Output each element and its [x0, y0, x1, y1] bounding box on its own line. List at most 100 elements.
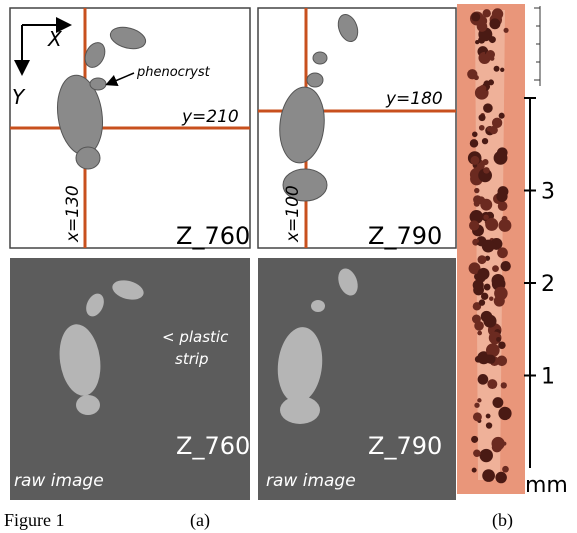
bead	[496, 191, 507, 202]
bead	[474, 403, 479, 408]
axis-label: X	[47, 27, 63, 51]
bead	[475, 40, 479, 44]
bead	[489, 296, 494, 301]
panel-raw-790: Z_790 raw image	[258, 258, 456, 500]
bead	[477, 398, 481, 402]
annotation: strip	[175, 350, 209, 368]
slice-label: Z_790	[368, 222, 442, 250]
bead	[492, 243, 497, 248]
bead	[484, 284, 491, 291]
bead	[494, 66, 500, 72]
bead	[496, 337, 501, 342]
bead	[470, 139, 479, 148]
image-kind: raw image	[14, 471, 104, 491]
bead	[471, 12, 480, 21]
bead	[499, 219, 512, 232]
bead	[480, 449, 493, 462]
line-label: x=130	[63, 185, 83, 243]
bead	[492, 265, 499, 272]
bead	[483, 103, 493, 113]
bead	[501, 261, 511, 271]
bead	[492, 274, 505, 287]
bead	[473, 412, 482, 421]
ruler	[534, 6, 540, 86]
scale-unit: mm	[525, 473, 568, 498]
caption: (b)	[492, 510, 513, 531]
bead	[494, 287, 508, 301]
bead	[487, 379, 497, 389]
bead	[492, 118, 502, 128]
panel-raw-760: < plastic strip Z_760 raw image	[10, 258, 250, 500]
bead	[502, 466, 509, 473]
bead	[486, 414, 491, 419]
bead	[479, 299, 485, 305]
bead	[479, 125, 485, 131]
bead	[469, 220, 479, 230]
panel-segmented-790: y=180 x=100 Z_790	[258, 8, 456, 250]
bead	[498, 341, 506, 349]
bead	[497, 356, 508, 367]
bead	[498, 201, 508, 211]
annotation: < plastic	[162, 328, 229, 346]
bead	[478, 255, 487, 264]
axis-label: Y	[12, 85, 26, 109]
bead	[474, 75, 479, 80]
bead	[486, 422, 492, 428]
bead	[504, 28, 509, 33]
bead	[500, 68, 504, 72]
caption: Figure 1	[4, 510, 65, 530]
bead	[470, 156, 479, 165]
bead	[489, 36, 496, 43]
bead	[482, 469, 495, 482]
bead	[475, 239, 479, 243]
slice-label: Z_790	[368, 432, 442, 460]
bead	[472, 468, 477, 473]
annotation: phenocryst	[136, 65, 211, 80]
bead	[474, 188, 479, 193]
bead	[486, 355, 493, 362]
line-label: y=180	[385, 89, 443, 109]
sample-photo	[457, 4, 525, 494]
scale-tick-label: 3	[541, 180, 555, 205]
bead	[501, 382, 507, 388]
bead	[483, 167, 489, 173]
slice-label: Z_760	[176, 432, 250, 460]
bead	[479, 85, 486, 92]
bead	[477, 331, 482, 336]
bead	[489, 18, 500, 29]
caption: (a)	[190, 510, 210, 531]
bead	[492, 397, 503, 408]
bead	[487, 127, 492, 132]
line-label: y=210	[181, 107, 239, 127]
bead	[495, 472, 507, 484]
bead	[471, 436, 478, 443]
figure: X Y phenocryst y=210 x=130 Z_760 y=180 x…	[0, 0, 577, 533]
bead	[482, 138, 488, 144]
bead	[472, 132, 478, 138]
slice-label: Z_760	[176, 222, 250, 250]
scale-tick-label: 1	[541, 365, 555, 390]
bead	[477, 268, 489, 280]
scale-tick-label: 2	[541, 272, 555, 297]
image-kind: raw image	[266, 471, 356, 491]
bead	[502, 442, 506, 446]
bead	[481, 311, 493, 323]
bead	[473, 449, 481, 457]
bead	[494, 151, 508, 165]
line-label: x=100	[283, 185, 303, 243]
bead	[478, 374, 489, 385]
bead	[480, 199, 492, 211]
bead	[473, 285, 484, 296]
panel-segmented-760: X Y phenocryst y=210 x=130 Z_760	[10, 8, 250, 250]
bead	[474, 321, 484, 331]
bead	[497, 247, 508, 258]
bead	[499, 113, 505, 119]
bead	[498, 407, 511, 420]
scale-bar: 1 2 3	[524, 98, 555, 468]
bead	[482, 159, 488, 165]
bead	[479, 114, 486, 121]
bead	[486, 50, 495, 59]
bead	[474, 201, 480, 207]
bead	[492, 8, 503, 19]
bead	[485, 218, 498, 231]
